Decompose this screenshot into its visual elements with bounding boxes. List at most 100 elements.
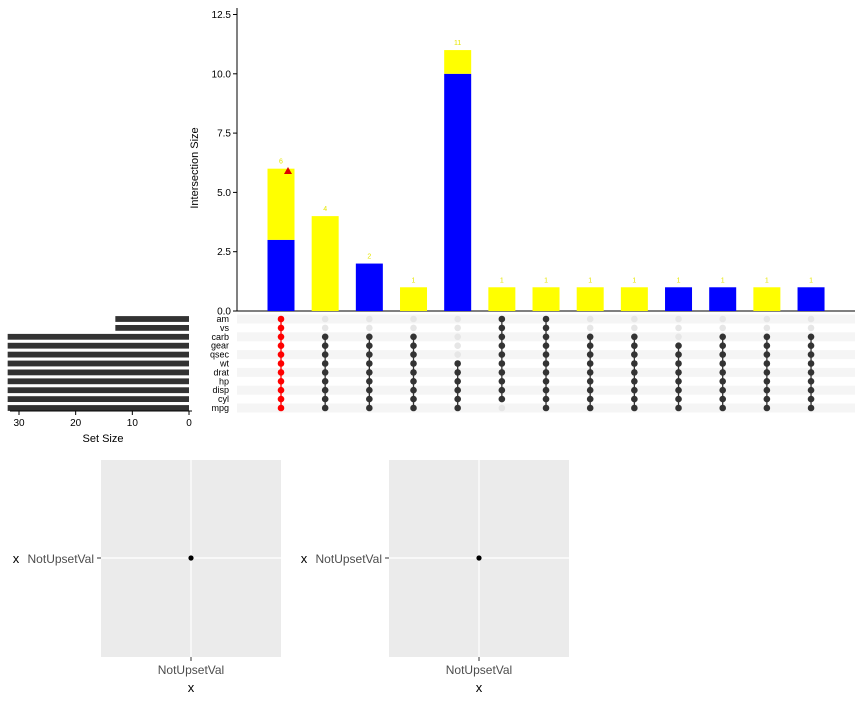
bar-segment-blue [444, 73, 472, 311]
matrix-dot-active [366, 395, 373, 403]
matrix-dot-active [410, 351, 417, 358]
y-tick-label: 2.5 [217, 247, 231, 258]
bar-segment-yellow [444, 50, 472, 74]
matrix-dot-active [675, 378, 682, 385]
set-name-label: carb [211, 332, 229, 342]
matrix-dot-active [410, 404, 417, 412]
bar-value-label: 2 [367, 254, 371, 261]
matrix-dot-active [631, 369, 638, 376]
matrix-dot-inactive [454, 324, 461, 332]
matrix-dot-active [542, 395, 550, 403]
bar-value-label: 1 [721, 277, 725, 284]
matrix-dot-active [586, 378, 594, 385]
bar-segment-blue [665, 287, 693, 311]
matrix-dot-active [277, 324, 285, 332]
matrix-dot-active [719, 360, 726, 367]
matrix-dot-inactive [631, 315, 638, 323]
matrix-dot-active [498, 324, 506, 332]
matrix-dot-active [366, 342, 373, 350]
matrix-dot-active [631, 360, 638, 367]
matrix-dot-active [498, 333, 506, 341]
matrix-dot-active [321, 333, 329, 341]
matrix-dot-inactive [454, 333, 461, 341]
matrix-dot-active [454, 369, 461, 376]
matrix-dot-active [586, 404, 594, 412]
bar-segment-yellow [576, 287, 604, 311]
set-size-tick-label: 10 [127, 418, 139, 429]
matrix-dot-inactive [321, 324, 329, 332]
matrix-dot-active [277, 333, 285, 341]
bar-value-label: 1 [588, 277, 592, 284]
matrix-dot-active [763, 386, 771, 394]
matrix-dot-active [542, 386, 550, 394]
matrix-dot-active [586, 386, 594, 394]
matrix-dot-active [410, 369, 417, 376]
attribute-plot-1-y-title: x [13, 551, 20, 566]
matrix-dot-active [763, 342, 771, 350]
matrix-dot-active [498, 395, 506, 403]
set-size-bar [7, 342, 189, 349]
set-size-bar [7, 405, 189, 411]
matrix-dot-active [366, 351, 373, 358]
matrix-dot-active [321, 404, 329, 412]
matrix-dot-active [631, 342, 638, 350]
matrix-dot-active [675, 395, 682, 403]
bar-segment-yellow [532, 287, 560, 311]
matrix-dot-inactive [675, 333, 682, 341]
set-size-bar [7, 351, 189, 358]
attribute-plot-2-x-title: x [476, 680, 483, 695]
bar-value-label: 1 [544, 277, 548, 284]
matrix-dot-inactive [410, 315, 417, 323]
matrix-dot-active [498, 315, 506, 323]
highlight-triangle [284, 167, 292, 175]
matrix-dot-inactive [763, 324, 771, 332]
matrix-dot-active [675, 342, 682, 350]
set-name-label: vs [220, 323, 230, 333]
matrix-dot-active [410, 333, 417, 341]
attribute-plot-2-point [476, 555, 482, 561]
set-name-label: qsec [210, 350, 230, 360]
matrix-dot-active [586, 333, 594, 341]
matrix-dot-active [675, 386, 682, 394]
matrix-dot-active [277, 404, 285, 412]
matrix-dot-active [498, 378, 506, 385]
matrix-dot-active [542, 369, 550, 376]
matrix-dot-active [586, 342, 594, 350]
matrix-dot-active [763, 378, 771, 385]
y-tick-label: 7.5 [217, 129, 231, 140]
matrix-dot-inactive [454, 342, 461, 350]
attribute-plot-1-point [188, 555, 194, 561]
matrix-dot-active [366, 386, 373, 394]
attribute-plot-2-y-title: x [301, 551, 308, 566]
matrix-dot-active [763, 404, 771, 412]
matrix-dot-active [454, 404, 461, 412]
matrix-dot-active [410, 360, 417, 367]
matrix-dot-active [498, 342, 506, 350]
matrix-dot-inactive [719, 315, 726, 323]
matrix-dot-inactive [675, 315, 682, 323]
bar-value-label: 4 [323, 206, 327, 213]
matrix-dot-inactive [321, 315, 329, 323]
matrix-dot-active [763, 360, 771, 367]
matrix-dot-active [675, 351, 682, 358]
matrix-dot-active [321, 342, 329, 350]
set-size-tick-label: 20 [70, 418, 82, 429]
matrix-dot-active [807, 395, 815, 403]
matrix-dot-active [631, 386, 638, 394]
matrix-dot-active [542, 333, 550, 341]
set-size-bar [7, 333, 189, 340]
matrix-dot-active [454, 360, 461, 367]
matrix-dot-active [763, 395, 771, 403]
matrix-dot-inactive [454, 351, 461, 358]
matrix-dot-active [542, 315, 550, 323]
matrix-dot-active [454, 395, 461, 403]
set-size-bar [7, 396, 189, 402]
matrix-dot-inactive [807, 324, 815, 332]
set-name-label: am [216, 314, 229, 324]
matrix-dot-active [277, 351, 285, 358]
attribute-plot-2-ytick-label: NotUpsetVal [316, 552, 382, 566]
y-tick-label: 12.5 [212, 10, 232, 21]
bar-segment-blue [797, 287, 825, 311]
matrix-dot-active [586, 369, 594, 376]
matrix-dot-active [454, 378, 461, 385]
